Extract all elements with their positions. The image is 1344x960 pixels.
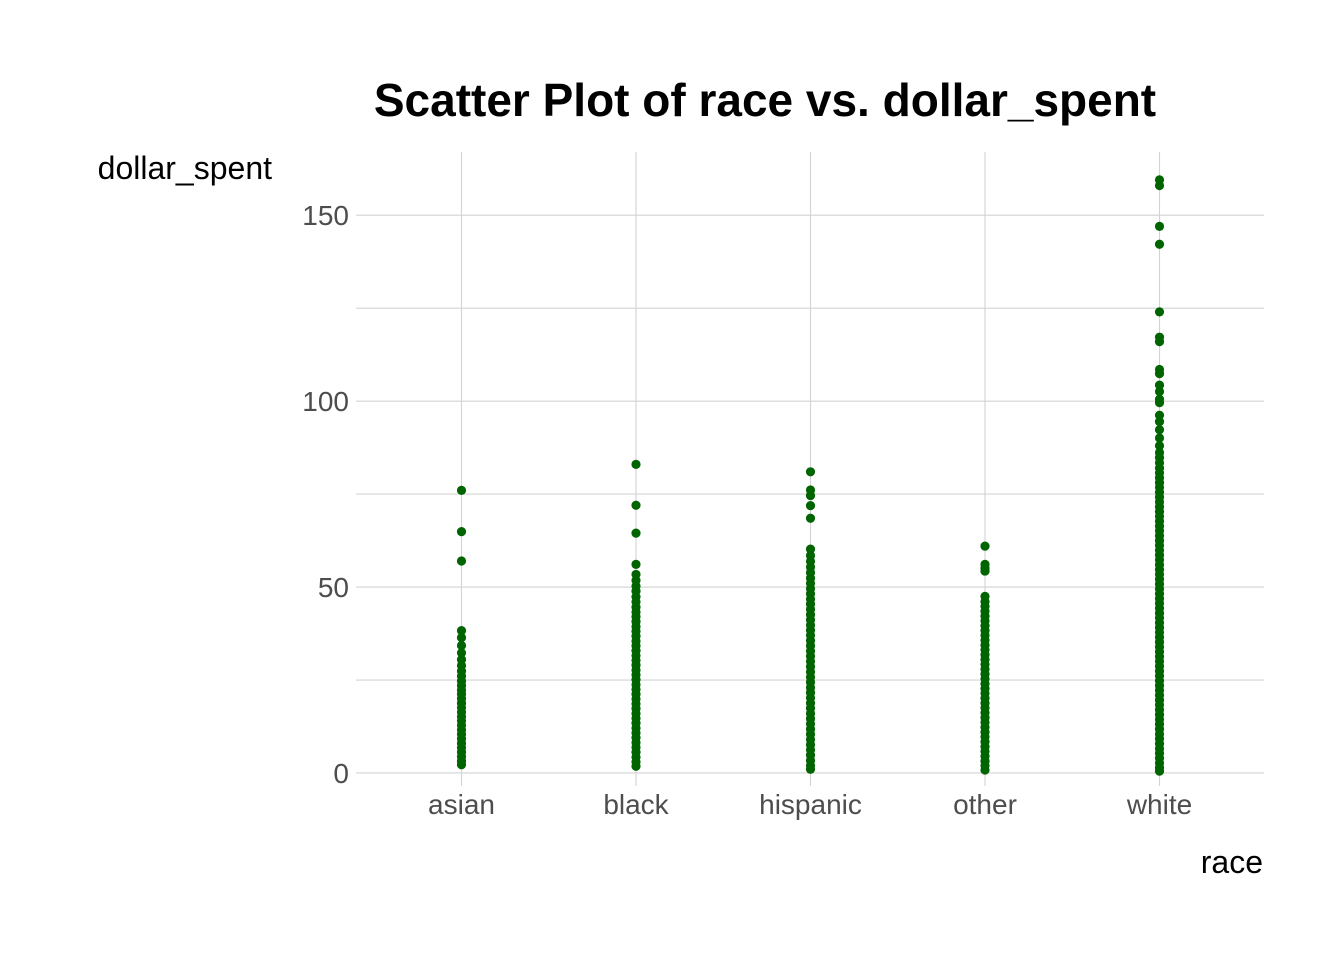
data-point xyxy=(1154,425,1165,435)
data-point xyxy=(805,501,816,511)
y-tick-label: 0 xyxy=(333,758,349,789)
data-point xyxy=(456,527,467,537)
y-tick-label: 150 xyxy=(302,200,349,231)
data-point xyxy=(631,559,641,569)
y-tick-labels: 0 50 100 150 xyxy=(302,200,349,789)
data-point xyxy=(1154,398,1165,408)
data-point xyxy=(1154,221,1165,231)
y-axis-title: dollar_spent xyxy=(98,150,272,186)
data-point xyxy=(1154,307,1165,317)
data-point xyxy=(456,633,467,643)
data-point xyxy=(631,500,641,510)
data-point xyxy=(980,765,990,775)
data-point xyxy=(1154,369,1165,379)
data-point xyxy=(631,761,641,771)
data-point xyxy=(1154,380,1165,390)
data-point xyxy=(456,760,467,770)
data-point xyxy=(1154,337,1165,347)
data-point xyxy=(631,528,641,538)
data-point xyxy=(980,541,990,551)
chart-title: Scatter Plot of race vs. dollar_spent xyxy=(374,74,1156,126)
data-point xyxy=(456,648,467,658)
y-tick-label: 50 xyxy=(318,572,349,603)
data-point xyxy=(1154,239,1165,249)
x-tick-label: black xyxy=(603,789,669,820)
data-point xyxy=(805,467,816,477)
data-point xyxy=(456,485,467,495)
data-point xyxy=(1154,410,1165,420)
data-point xyxy=(805,490,816,501)
data-point xyxy=(1154,441,1165,451)
data-point xyxy=(980,566,990,576)
x-tick-label: other xyxy=(953,789,1017,820)
data-point xyxy=(456,640,467,651)
data-point xyxy=(456,556,467,566)
data-point xyxy=(805,513,816,523)
data-point xyxy=(631,459,641,469)
x-tick-label: hispanic xyxy=(759,789,862,820)
data-point xyxy=(805,764,816,774)
x-tick-label: asian xyxy=(428,789,495,820)
y-tick-label: 100 xyxy=(302,386,349,417)
x-tick-labels: asian black hispanic other white xyxy=(428,789,1192,820)
data-point xyxy=(1154,180,1165,191)
data-points xyxy=(456,175,1165,776)
data-point xyxy=(1154,766,1165,776)
data-point xyxy=(1154,416,1165,427)
x-axis-title: race xyxy=(1201,844,1263,880)
x-tick-label: white xyxy=(1126,789,1192,820)
data-point xyxy=(805,544,816,554)
data-point xyxy=(1154,433,1165,443)
data-point xyxy=(456,625,467,636)
data-point xyxy=(1154,386,1165,397)
